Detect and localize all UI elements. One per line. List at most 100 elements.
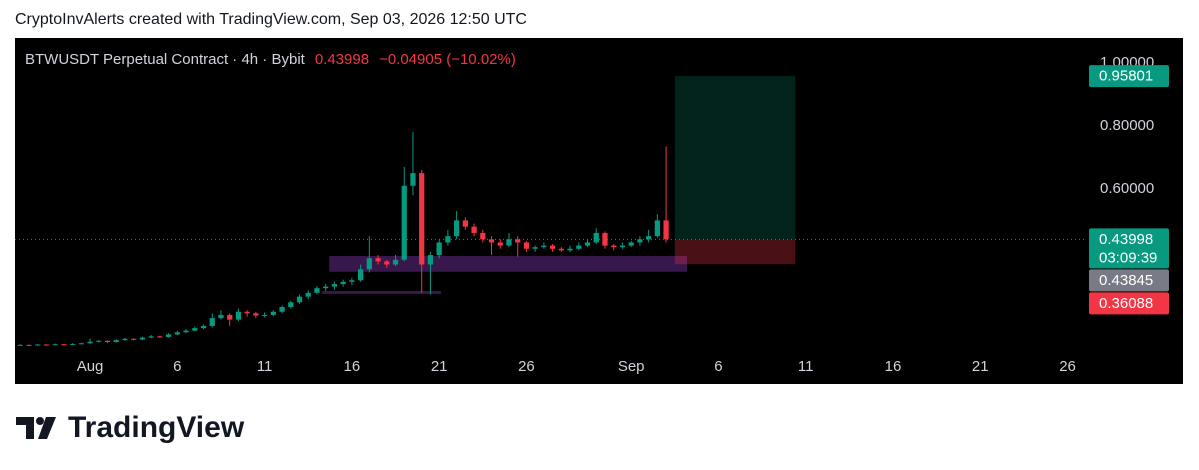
candle-body [305, 292, 311, 297]
x-tick-label: 21 [972, 358, 989, 375]
candle-body [96, 340, 102, 342]
candle-body [506, 239, 512, 246]
price-label: 0.95801 [1099, 68, 1153, 85]
candle-body [419, 173, 425, 265]
x-tick-label: 16 [885, 358, 902, 375]
candle-body [515, 239, 521, 243]
candle-body [288, 302, 294, 308]
candle-body [646, 236, 652, 240]
price-label-box [1089, 292, 1169, 315]
price-label-box [1089, 228, 1169, 269]
candle-body [453, 220, 460, 237]
candle-body [78, 343, 84, 345]
x-tick-label: Sep [618, 358, 645, 375]
x-tick-label: 21 [431, 358, 448, 375]
last-price: 0.43998 [315, 51, 369, 68]
brand: TradingView [68, 411, 245, 444]
candle-body [253, 313, 259, 316]
price-label-box [1089, 65, 1169, 88]
candle-body [165, 334, 172, 337]
candle-body [17, 344, 23, 346]
countdown: 03:09:39 [1099, 249, 1157, 266]
candle-body [235, 311, 242, 320]
chart-panel [15, 38, 1183, 384]
candle-body [392, 259, 399, 265]
candle-body [218, 314, 224, 319]
candle-body [61, 344, 67, 346]
x-tick-label: 26 [518, 358, 535, 375]
candle-body [471, 226, 477, 234]
candle-body [628, 242, 634, 246]
candle-body [366, 258, 372, 270]
candle-body [131, 338, 137, 340]
candle-body [357, 269, 364, 281]
candle-body [52, 344, 58, 346]
candle-body [576, 245, 582, 249]
candle-body [113, 340, 119, 343]
candle-body [314, 288, 320, 293]
candle-body [550, 245, 556, 249]
header: CryptoInvAlerts created with TradingView… [15, 11, 527, 28]
candle-body [192, 328, 198, 331]
candle-body [427, 255, 434, 265]
candle-body [488, 239, 495, 243]
x-tick-label: 11 [257, 358, 273, 375]
candle-body [523, 242, 530, 249]
chart-title: BTWUSDT Perpetual Contract · 4h · Bybit 0… [25, 51, 516, 68]
candle-body [122, 338, 128, 341]
candle-body [654, 220, 660, 237]
candle-body [375, 258, 381, 262]
candle-body [331, 284, 338, 287]
price-label: 0.43845 [1099, 272, 1153, 289]
price-label: 0.36088 [1099, 295, 1153, 312]
zone [322, 290, 441, 294]
candle-body [227, 314, 233, 320]
candle-body [532, 247, 538, 249]
candle-body [462, 220, 468, 227]
price-label: 0.43998 [1099, 231, 1153, 248]
candle-body [497, 242, 503, 246]
candle-body [43, 344, 50, 346]
candle-body [593, 233, 599, 243]
candle-body [445, 236, 451, 243]
candle-body [209, 318, 215, 326]
x-tick-label: 26 [1059, 358, 1076, 375]
candle-body [558, 248, 564, 251]
candle-body [35, 344, 41, 346]
candle-body [637, 239, 643, 243]
x-tick-label: 11 [798, 358, 814, 375]
candle-body [611, 245, 617, 248]
candle-body [200, 325, 207, 329]
logo [16, 417, 56, 439]
candle-body [567, 248, 573, 251]
candle-body [183, 330, 189, 333]
candle-body [148, 336, 154, 338]
candle-body [480, 233, 486, 240]
target-zone [674, 76, 796, 240]
candle-body [296, 296, 303, 303]
candle-body [323, 286, 329, 289]
candle-body [261, 314, 268, 316]
candle-body [87, 341, 93, 344]
price-label-box [1089, 269, 1169, 292]
x-tick-label: 6 [714, 358, 722, 375]
zone [329, 256, 688, 272]
x-tick-label: 16 [344, 358, 361, 375]
x-tick-label: Aug [77, 358, 104, 375]
candle-body [401, 185, 407, 260]
candle-body [410, 173, 416, 186]
candle-body [340, 281, 346, 285]
symbol: BTWUSDT Perpetual Contract · 4h · Bybit [25, 51, 306, 68]
candle-body [384, 261, 390, 265]
stop-zone [674, 239, 796, 265]
candle-body [270, 311, 276, 315]
change: −0.04905 (−10.02%) [379, 51, 516, 68]
candle-body [139, 337, 146, 340]
candle-body [26, 344, 32, 346]
candle-body [584, 242, 591, 246]
candle-body [541, 245, 547, 248]
candle-body [663, 220, 669, 240]
candle-body [619, 245, 626, 248]
